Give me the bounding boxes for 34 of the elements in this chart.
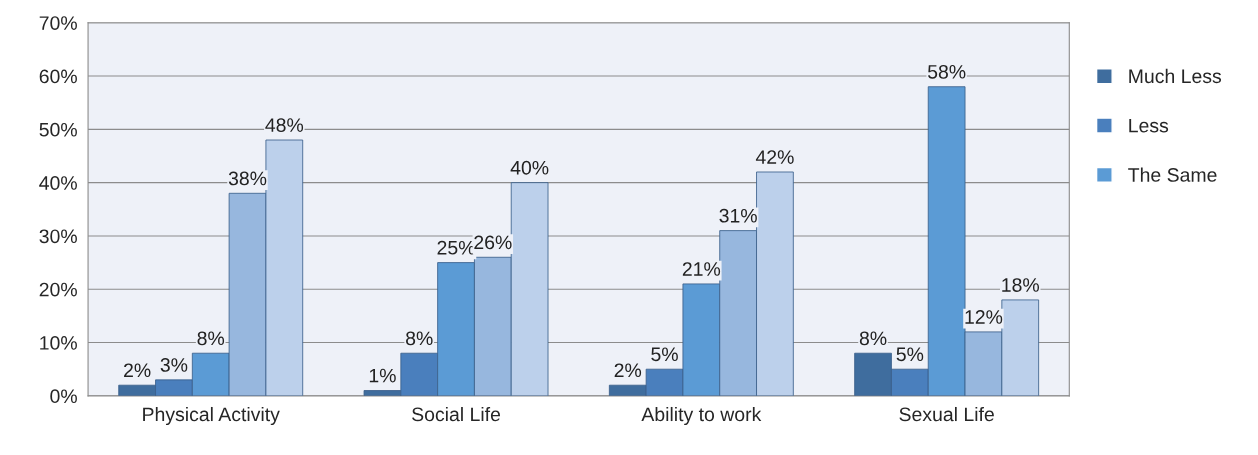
text: 1% bbox=[369, 368, 396, 383]
text: 26% bbox=[474, 235, 512, 250]
text: 2% bbox=[124, 363, 151, 378]
text: 8% bbox=[859, 331, 887, 346]
y-tick-label: 40% bbox=[39, 176, 77, 190]
y-tick-label: 30% bbox=[39, 229, 77, 244]
x-tick-label: Physical Activity bbox=[143, 406, 280, 426]
y-tick-label: 10% bbox=[40, 336, 77, 350]
text: 31% bbox=[719, 208, 757, 223]
text: 3% bbox=[160, 358, 188, 372]
y-tick-label: 70% bbox=[39, 16, 77, 30]
x-tick-label: Ability to work bbox=[641, 406, 762, 426]
text: 42% bbox=[755, 150, 794, 164]
text: 2% bbox=[614, 363, 642, 378]
text: 8% bbox=[406, 331, 433, 346]
text: 8% bbox=[197, 331, 225, 346]
text: 48% bbox=[265, 118, 304, 132]
text: 18% bbox=[1002, 278, 1040, 292]
text: 38% bbox=[228, 171, 267, 186]
x-tick-label: Sexual Life bbox=[899, 406, 994, 422]
text: 40% bbox=[510, 160, 549, 175]
y-tick-label: 0% bbox=[50, 389, 77, 404]
text: 5% bbox=[896, 347, 924, 362]
y-tick-label: 50% bbox=[39, 122, 77, 137]
x-tick-label: Social Life bbox=[412, 406, 501, 422]
text: 12% bbox=[965, 310, 1003, 324]
legend-label: Much Less bbox=[1129, 68, 1222, 84]
y-tick-label: 20% bbox=[39, 282, 77, 297]
text: 21% bbox=[682, 262, 721, 276]
legend-label: Less bbox=[1129, 118, 1169, 133]
text: 5% bbox=[651, 347, 678, 362]
legend-label: The Same bbox=[1128, 167, 1217, 182]
y-tick-label: 60% bbox=[39, 69, 77, 84]
text: 58% bbox=[927, 64, 966, 79]
